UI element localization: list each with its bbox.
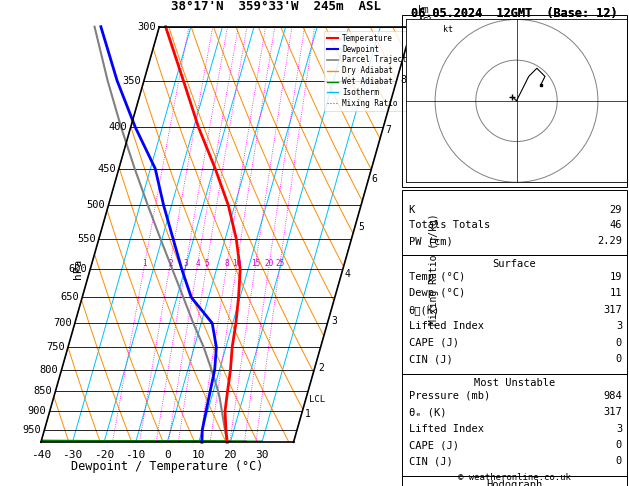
Text: 800: 800: [40, 365, 58, 375]
Text: -40: -40: [31, 450, 51, 460]
Text: 0: 0: [616, 354, 622, 364]
Text: 950: 950: [23, 425, 42, 435]
Bar: [402, 255, 626, 374]
Text: hPa: hPa: [72, 259, 82, 279]
Text: 4: 4: [196, 259, 200, 268]
Text: 0: 0: [616, 338, 622, 348]
Text: 0: 0: [616, 440, 622, 450]
Text: 10: 10: [192, 450, 206, 460]
Text: 400: 400: [109, 122, 128, 132]
Text: CIN (J): CIN (J): [409, 354, 452, 364]
Bar: [402, 190, 626, 255]
Text: -10: -10: [126, 450, 146, 460]
Text: 5: 5: [204, 259, 209, 268]
Bar: [402, 374, 626, 476]
Text: 3: 3: [616, 423, 622, 434]
Text: 650: 650: [60, 292, 79, 302]
Text: 20: 20: [265, 259, 274, 268]
Text: Pressure (mb): Pressure (mb): [409, 391, 490, 400]
Text: Surface: Surface: [493, 259, 536, 269]
Text: 300: 300: [137, 22, 156, 32]
Text: 5: 5: [358, 222, 364, 232]
Text: 3: 3: [184, 259, 189, 268]
Text: 1: 1: [304, 409, 311, 419]
Text: Dewpoint / Temperature (°C): Dewpoint / Temperature (°C): [71, 460, 264, 473]
Text: CAPE (J): CAPE (J): [409, 338, 459, 348]
Text: -30: -30: [62, 450, 82, 460]
Text: 3: 3: [616, 321, 622, 331]
Text: 600: 600: [69, 264, 87, 274]
Text: -20: -20: [94, 450, 114, 460]
Text: 25: 25: [276, 259, 285, 268]
Bar: [402, 476, 626, 486]
Text: 06.05.2024  12GMT  (Base: 12): 06.05.2024 12GMT (Base: 12): [411, 7, 618, 20]
Text: 11: 11: [610, 288, 622, 298]
Text: 20: 20: [223, 450, 237, 460]
Text: Totals Totals: Totals Totals: [409, 221, 490, 230]
Text: θₑ (K): θₑ (K): [409, 407, 446, 417]
Text: 06.05.2024  12GMT  (Base: 12): 06.05.2024 12GMT (Base: 12): [411, 7, 618, 20]
Text: Most Unstable: Most Unstable: [474, 378, 555, 388]
Text: 15: 15: [251, 259, 260, 268]
Text: 4: 4: [345, 269, 350, 279]
Text: 38°17'N  359°33'W  245m  ASL: 38°17'N 359°33'W 245m ASL: [171, 0, 381, 13]
Text: km
ASL: km ASL: [418, 5, 436, 27]
Text: 550: 550: [77, 234, 96, 244]
Text: 3: 3: [331, 316, 337, 326]
Text: 2.29: 2.29: [597, 236, 622, 246]
Text: 2: 2: [318, 363, 324, 373]
Text: 317: 317: [603, 407, 622, 417]
Legend: Temperature, Dewpoint, Parcel Trajectory, Dry Adiabat, Wet Adiabat, Isotherm, Mi: Temperature, Dewpoint, Parcel Trajectory…: [324, 31, 424, 111]
Text: Lifted Index: Lifted Index: [409, 321, 484, 331]
Text: Dewp (°C): Dewp (°C): [409, 288, 465, 298]
Text: 7: 7: [386, 125, 391, 135]
Text: θᴇ(K): θᴇ(K): [409, 305, 440, 315]
Text: 350: 350: [122, 76, 141, 86]
Text: 46: 46: [610, 221, 622, 230]
Text: Lifted Index: Lifted Index: [409, 423, 484, 434]
Text: 500: 500: [86, 200, 105, 210]
Text: PW (cm): PW (cm): [409, 236, 452, 246]
Bar: [402, 15, 626, 187]
Text: 900: 900: [28, 406, 47, 416]
Text: 850: 850: [33, 386, 52, 396]
Text: 30: 30: [255, 450, 269, 460]
Text: 6: 6: [372, 174, 377, 184]
Text: 317: 317: [603, 305, 622, 315]
Text: 0: 0: [616, 456, 622, 467]
Text: © weatheronline.co.uk: © weatheronline.co.uk: [458, 473, 571, 482]
Text: Hodograph: Hodograph: [486, 480, 542, 486]
Text: CAPE (J): CAPE (J): [409, 440, 459, 450]
Text: 8: 8: [225, 259, 230, 268]
Text: K: K: [409, 205, 415, 215]
Text: CIN (J): CIN (J): [409, 456, 452, 467]
Text: Temp (°C): Temp (°C): [409, 272, 465, 282]
Text: 29: 29: [610, 205, 622, 215]
Text: 700: 700: [53, 318, 72, 328]
Text: 1: 1: [143, 259, 147, 268]
Text: 450: 450: [97, 164, 116, 174]
Text: 2: 2: [168, 259, 172, 268]
Text: 0: 0: [164, 450, 170, 460]
Text: 750: 750: [46, 342, 65, 352]
Text: 19: 19: [610, 272, 622, 282]
Text: 984: 984: [603, 391, 622, 400]
Text: 10: 10: [233, 259, 242, 268]
Text: LCL: LCL: [309, 395, 325, 404]
Text: 8: 8: [400, 75, 406, 85]
Text: Mixing Ratio (g/kg): Mixing Ratio (g/kg): [429, 213, 439, 325]
